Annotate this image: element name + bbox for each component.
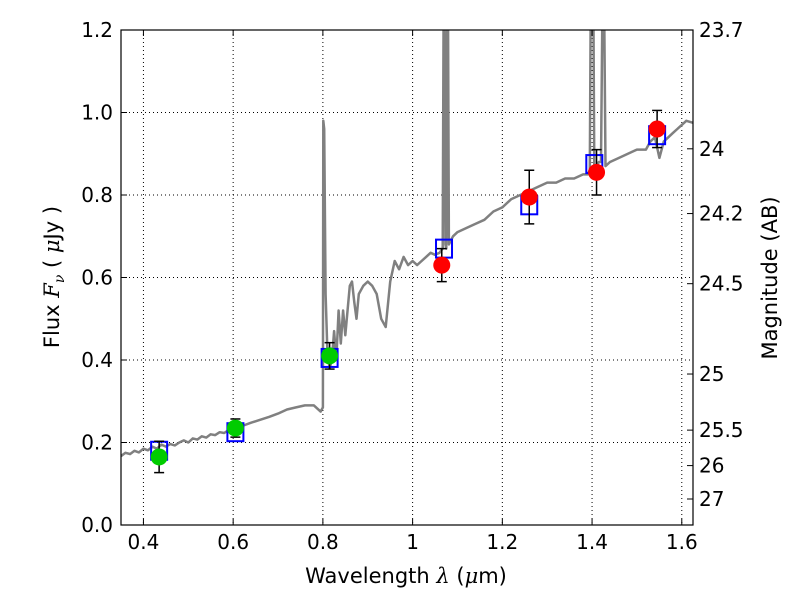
- observed-point-marker: [648, 120, 666, 138]
- y2-tick-label: 25.5: [699, 418, 744, 442]
- x-tick-label: 1.4: [576, 530, 608, 554]
- observed-point-marker: [321, 347, 339, 365]
- y2-axis-label: Magnitude (AB): [758, 196, 782, 359]
- x-axis-label: Wavelength λ (μm): [305, 564, 507, 588]
- x-tick-label: 1.6: [666, 530, 698, 554]
- y-tick-label: 0.4: [81, 348, 113, 372]
- x-tick-label: 1.2: [486, 530, 518, 554]
- observed-point-marker: [520, 188, 538, 206]
- observed-point-marker: [588, 163, 606, 181]
- x-tick-label: 0.8: [307, 530, 339, 554]
- y2-tick-label: 26: [699, 454, 724, 478]
- y2-tick-label: 23.7: [699, 18, 744, 42]
- y-tick-label: 0.2: [81, 431, 113, 455]
- y2-tick-label: 27: [699, 487, 724, 511]
- axes: 0.4 0.6 0.8 1 1.2 1.4 1.6 0.0 0.2 0.4 0.6 0.8 1.0 1.2…: [81, 18, 743, 554]
- y2-tick-label: 24: [699, 137, 724, 161]
- x-tick-label: 0.4: [128, 530, 160, 554]
- y-axis-label: Flux Fν ( μJy ): [40, 206, 68, 348]
- x-tick-label: 0.6: [217, 530, 249, 554]
- observed-point-marker: [150, 448, 168, 466]
- plot-area: [121, 30, 693, 525]
- observed-point-marker: [226, 419, 244, 437]
- error-bars: [150, 109, 666, 474]
- observed-point-marker: [433, 256, 451, 274]
- y-tick-label: 1.2: [81, 18, 113, 42]
- y-tick-label: 0.8: [81, 183, 113, 207]
- y2-tick-label: 25: [699, 362, 724, 386]
- y-tick-label: 0.0: [81, 513, 113, 537]
- y-tick-label: 1.0: [81, 101, 113, 125]
- x-tick-label: 1: [406, 530, 419, 554]
- y-tick-label: 0.6: [81, 266, 113, 290]
- y2-tick-label: 24.2: [699, 202, 744, 226]
- y2-tick-label: 24.5: [699, 272, 744, 296]
